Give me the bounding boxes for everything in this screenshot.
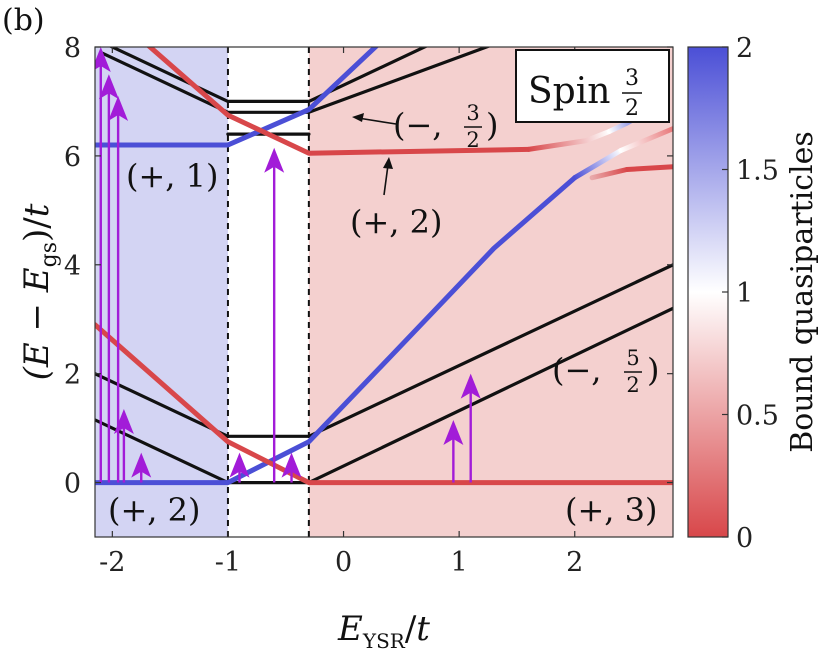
svg-text:(+, 2): (+, 2) <box>350 203 442 241</box>
y-axis-label: (E − Egs)/t <box>17 203 62 380</box>
svg-text:(−,: (−, <box>393 106 442 144</box>
series-line-5 <box>95 175 578 486</box>
transition-arrow-9 <box>460 373 481 483</box>
y-tick-label-2: 4 <box>64 251 81 282</box>
colorbar: 0 0.5 1 1.5 2 Bound quasiparticles <box>687 33 820 554</box>
x-axis-label: EYSR/t <box>337 609 430 653</box>
x-tick-label-1: -1 <box>215 547 241 578</box>
shaded-region-0 <box>95 47 228 537</box>
axis-ticks: -2 -1 0 1 2 0 2 4 6 8 <box>64 33 673 578</box>
series-line-1 <box>95 263 673 438</box>
svg-text:EYSR/t: EYSR/t <box>337 609 430 653</box>
transition-arrow-1 <box>98 74 119 483</box>
series-line-6 <box>572 147 624 181</box>
x-tick-label-0: -2 <box>99 547 125 578</box>
series-line-11 <box>526 128 612 152</box>
colorbar-tick-label-1: 0.5 <box>736 401 779 432</box>
annotation-minus-five-halves: (−, 5 2 ) <box>552 346 659 397</box>
spin-text: Spin <box>528 71 610 112</box>
svg-text:(+, 2): (+, 2) <box>108 491 200 529</box>
transition-arrow-3 <box>113 409 134 483</box>
transition-arrow-6 <box>264 147 285 483</box>
svg-text:2: 2 <box>626 373 639 397</box>
series-line-14 <box>589 167 630 181</box>
plot-frame <box>94 46 674 538</box>
series-line-9 <box>95 47 379 148</box>
transition-arrow-4 <box>131 452 152 483</box>
transition-arrow-0 <box>95 47 111 483</box>
series-lines <box>95 47 673 486</box>
transition-arrow-7 <box>281 452 302 483</box>
colorbar-tick-label-3: 1.5 <box>736 156 779 187</box>
series-line-0 <box>95 306 673 485</box>
svg-text:(+, 1): (+, 1) <box>126 157 218 195</box>
colorbar-gradient <box>687 46 729 538</box>
transition-arrow-2 <box>108 96 129 483</box>
x-tick-label-3: 1 <box>451 547 468 578</box>
svg-text:(+, 3): (+, 3) <box>565 491 657 529</box>
svg-text:): ) <box>486 106 498 144</box>
annotation-plus-three: (+, 3) <box>565 491 657 529</box>
colorbar-ticks: 0 0.5 1 1.5 2 <box>722 33 779 554</box>
series-line-2 <box>99 47 492 114</box>
phase-boundaries <box>226 47 310 537</box>
colorbar-tick-label-0: 0 <box>736 523 753 554</box>
y-tick-label-3: 6 <box>64 142 81 173</box>
svg-text:3: 3 <box>466 101 479 125</box>
svg-text:5: 5 <box>626 346 639 370</box>
transition-arrow-5 <box>229 452 250 483</box>
annotation-plus-one: (+, 1) <box>126 157 218 195</box>
panel-label: (b) <box>2 3 45 38</box>
svg-text:2: 2 <box>466 128 479 152</box>
svg-text:3: 3 <box>625 66 639 91</box>
svg-text:(−,: (−, <box>552 351 601 389</box>
series-line-13 <box>624 164 673 172</box>
colorbar-tick-label-4: 2 <box>736 33 753 64</box>
transition-arrow-8 <box>443 419 464 483</box>
spin-legend-box: Spin 3 2 <box>515 49 670 123</box>
svg-text:): ) <box>647 351 659 389</box>
svg-text:(E − Egs)/t: (E − Egs)/t <box>17 203 62 380</box>
series-line-7 <box>618 126 673 153</box>
colorbar-tick-label-2: 1 <box>736 278 753 309</box>
y-tick-label-0: 0 <box>64 469 81 500</box>
series-line-10 <box>146 47 531 156</box>
series-line-3 <box>108 47 429 103</box>
svg-text:2: 2 <box>625 96 639 121</box>
annotation-plus-two-mid: (+, 2) <box>350 157 442 241</box>
annotation-minus-three-halves: (−, 3 2 ) <box>352 101 498 152</box>
x-tick-label-2: 0 <box>335 547 352 578</box>
transition-arrows <box>95 47 481 483</box>
colorbar-label: Bound quasiparticles <box>785 131 820 453</box>
y-tick-label-4: 8 <box>64 33 81 64</box>
series-line-8 <box>95 322 673 486</box>
annotation-plus-two-bottom: (+, 2) <box>108 491 200 529</box>
x-tick-label-4: 2 <box>566 547 583 578</box>
y-tick-label-1: 2 <box>64 360 81 391</box>
